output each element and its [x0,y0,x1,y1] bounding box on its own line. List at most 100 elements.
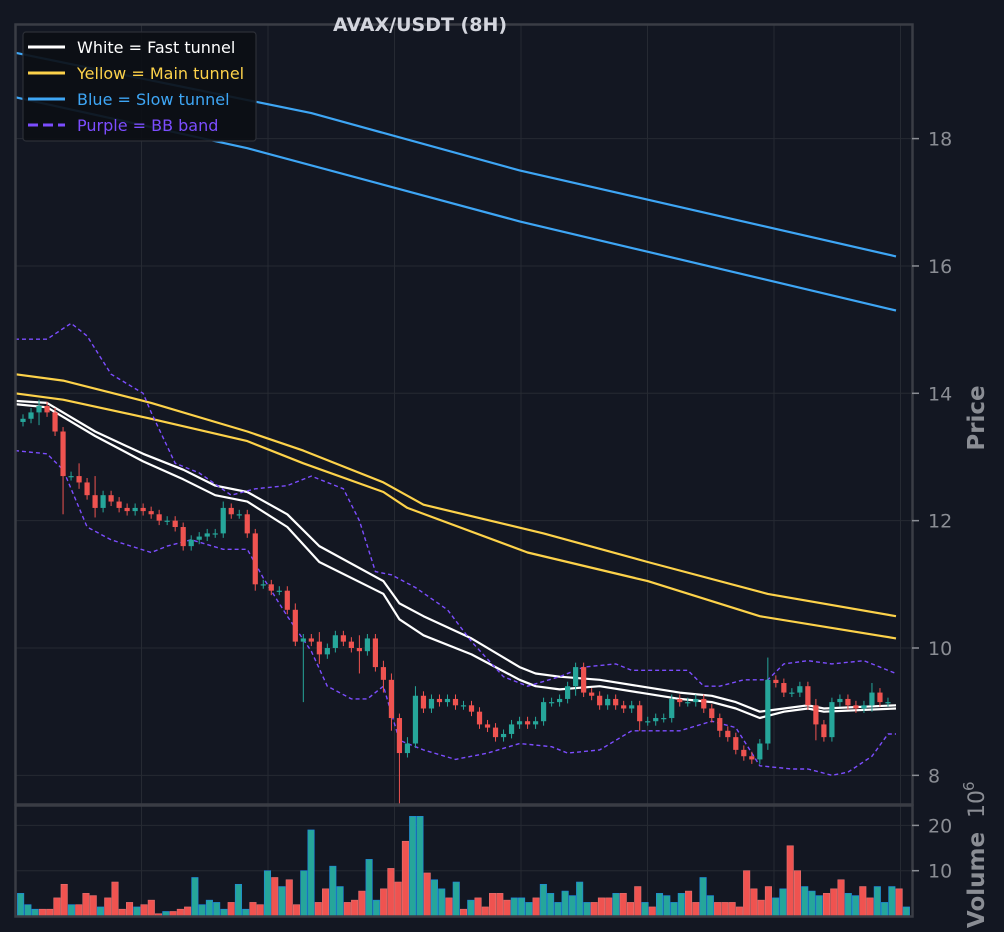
volume-bar [830,888,838,917]
volume-bar [532,897,540,917]
candle-body [733,737,739,750]
volume-bar [655,893,664,917]
volume-bar [547,893,555,917]
candle-body [404,743,411,754]
candle-body [180,527,186,547]
volume-bar [619,893,627,917]
volume-offset-label: 10 6 [960,781,990,818]
candle-body [837,698,843,703]
candle-body [156,514,162,521]
candle-body [845,698,851,706]
legend-label: White = Fast tunnel [77,38,235,57]
volume-bar [779,888,787,917]
price-tick-label: 14 [928,383,952,405]
candle-body [524,721,531,725]
candle-body [861,705,867,709]
candle-body [540,702,547,722]
candle-body [220,507,226,534]
volume-bar [808,890,816,917]
candle-body [76,476,82,483]
volume-bar [89,895,97,917]
volume-bar [677,893,685,917]
volume-bar [365,859,373,917]
volume-bar [438,888,446,917]
volume-bar [351,899,359,917]
volume-bar [53,897,61,917]
candle-body [629,705,635,709]
volume-bar [663,895,671,917]
volume-bar [46,908,54,917]
volume-bar [888,886,896,917]
candle-body [669,698,675,719]
candle-body [228,507,234,515]
legend-label: Purple = BB band [77,116,218,135]
volume-bar [518,897,526,917]
candle-body [741,749,747,757]
candle-body [316,641,322,655]
candle-body [340,635,346,642]
candle-body [140,507,146,512]
volume-bar [895,888,903,917]
candle-body [252,533,258,585]
candle-body [573,667,579,687]
volume-bar [873,886,881,917]
volume-bar [82,893,90,917]
candle-body [589,692,595,696]
candle-body [60,431,66,477]
volume-bar [213,902,221,917]
volume-bar [459,908,468,917]
candle-body [581,667,587,693]
volume-bar [24,904,32,917]
volume-bar [249,902,257,917]
volume-bar [714,902,722,917]
main-tunnel-lower-line [14,392,897,640]
candle-body [621,705,627,709]
candle-body [28,412,34,419]
candle-body [292,609,298,642]
volume-bar [452,881,460,917]
volume-bar [844,893,852,917]
volume-bar [692,902,700,917]
volume-bar [496,893,504,917]
volume-bar [612,893,620,917]
volume-bar [597,897,605,917]
candle-body [132,507,138,512]
volume-bar [38,908,46,917]
candle-body [789,692,795,694]
candle-body [356,648,362,652]
candle-body [557,698,563,703]
volume-bar [75,904,83,917]
volume-bar [605,897,613,917]
volume-bar [140,904,148,917]
volume-bar [220,908,228,917]
volume-bar [409,816,417,917]
candle-body [68,476,74,478]
candle-body [765,679,771,744]
volume-bar [423,872,431,917]
candle-body [332,635,338,648]
volume-bar [786,845,794,917]
volume-bar [147,899,155,917]
candle-body [116,501,122,508]
volume-bar [735,906,743,917]
candle-body [52,412,58,432]
volume-bar [648,906,656,917]
candle-body [380,667,387,680]
candle-body [637,705,643,722]
candle-body [717,718,723,731]
candle-body [428,698,435,709]
candle-body [108,495,114,502]
candle-body [460,705,467,707]
main-tunnel-upper-line [14,373,897,618]
volume-bar [743,870,751,917]
candle-body [348,641,354,648]
candle-body [204,533,210,537]
candle-body [124,507,130,512]
volume-bar [380,888,388,917]
candle-body [709,708,715,719]
candle-body [436,698,443,703]
volume-bar [793,870,801,917]
volume-axis-label: Volume [964,832,990,928]
volume-bar [881,902,889,917]
candle-body [84,482,90,496]
